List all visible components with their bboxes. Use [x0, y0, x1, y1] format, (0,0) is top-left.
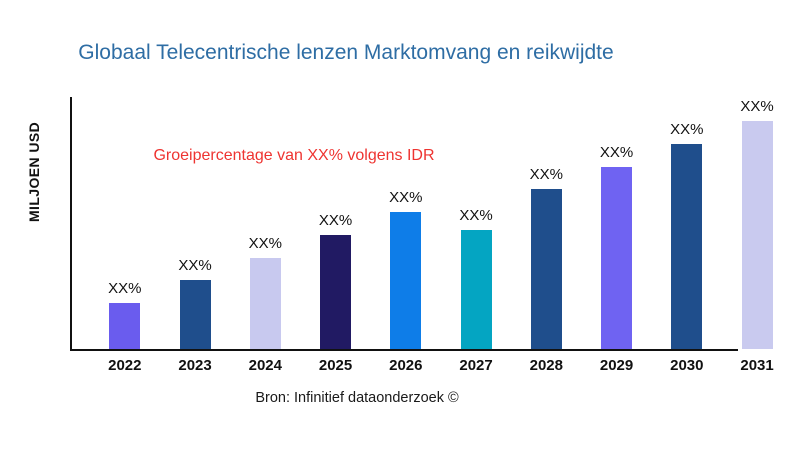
x-tick-2023: 2023	[178, 357, 212, 374]
x-tick-2028: 2028	[529, 357, 563, 374]
bar-value-label-2030: XX%	[670, 121, 704, 138]
bar-value-label-2027: XX%	[459, 207, 493, 224]
bar-2027	[460, 230, 492, 349]
bar-2028	[530, 189, 562, 349]
y-axis-line	[70, 97, 72, 351]
bar-value-label-2028: XX%	[529, 166, 563, 183]
bar-2023	[179, 280, 211, 349]
x-tick-2031: 2031	[740, 357, 774, 374]
x-tick-2030: 2030	[670, 357, 704, 374]
x-tick-2026: 2026	[389, 357, 423, 374]
source-note: Bron: Infinitief dataonderzoek ©	[255, 390, 459, 406]
x-tick-2025: 2025	[318, 357, 353, 374]
bar-value-label-2023: XX%	[178, 257, 212, 274]
bar-2031	[741, 121, 773, 349]
x-tick-2022: 2022	[108, 357, 142, 374]
bar-2026	[390, 212, 422, 349]
x-tick-2029: 2029	[599, 357, 634, 374]
bar-value-label-2022: XX%	[108, 280, 142, 297]
x-tick-2027: 2027	[459, 357, 493, 374]
x-axis-line	[70, 349, 738, 351]
bar-2022	[109, 303, 141, 349]
bar-value-label-2026: XX%	[389, 189, 423, 206]
bar-value-label-2031: XX%	[740, 98, 774, 115]
chart-title: Globaal Telecentrische lenzen Marktomvan…	[78, 41, 614, 64]
bar-2030	[671, 144, 703, 349]
bar-value-label-2024: XX%	[248, 235, 282, 252]
bar-2024	[249, 258, 281, 349]
y-axis-label: MILJOEN USD	[26, 121, 42, 222]
bar-value-label-2025: XX%	[318, 212, 353, 229]
bar-2029	[601, 167, 633, 349]
x-tick-2024: 2024	[248, 357, 282, 374]
bar-2025	[320, 235, 352, 349]
growth-rate-annotation: Groeipercentage van XX% volgens IDR	[153, 147, 435, 164]
bar-value-label-2029: XX%	[599, 144, 634, 161]
